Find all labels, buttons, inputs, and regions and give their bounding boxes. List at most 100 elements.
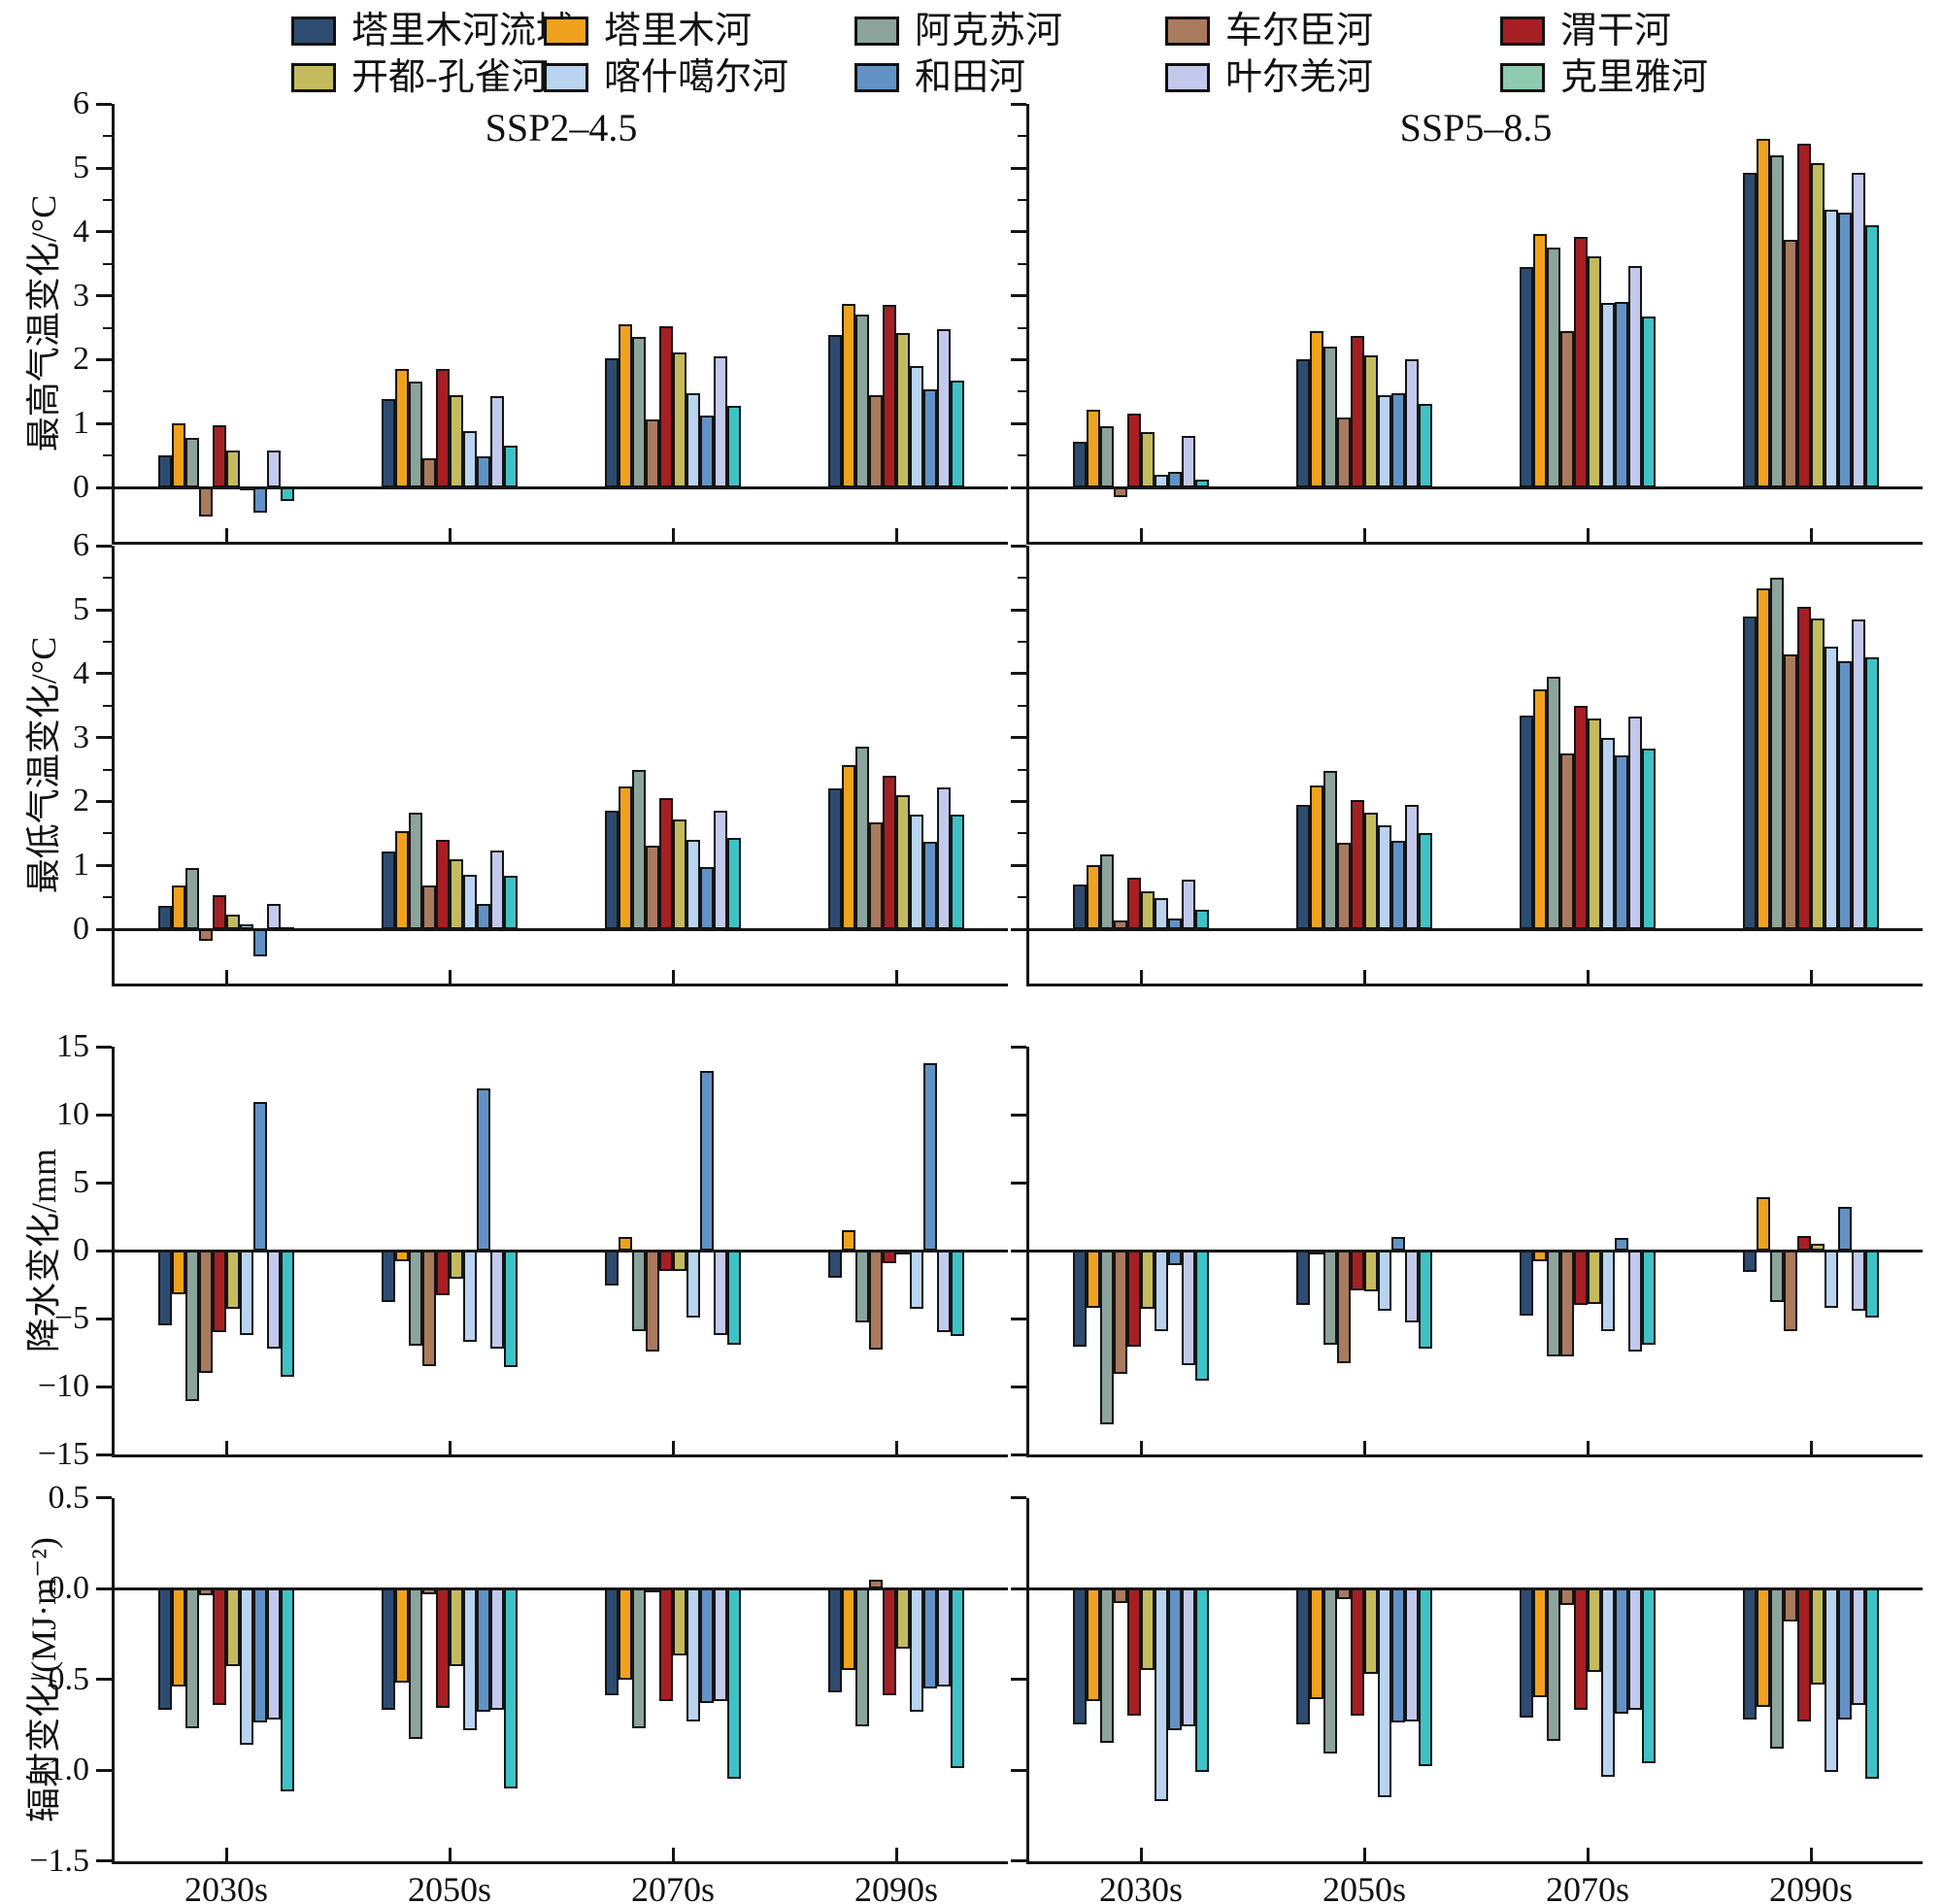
bar xyxy=(1533,233,1547,487)
x-tick xyxy=(224,1441,228,1454)
bar xyxy=(1195,910,1209,929)
bar xyxy=(727,837,741,929)
bar xyxy=(436,369,450,487)
bar xyxy=(869,1251,883,1351)
bar xyxy=(910,814,923,929)
y-tick xyxy=(96,544,112,548)
bar xyxy=(436,839,450,929)
zero-line xyxy=(115,485,1008,489)
bar xyxy=(883,776,896,929)
bar xyxy=(409,1588,422,1740)
bar xyxy=(1615,1238,1628,1251)
bar xyxy=(240,924,253,929)
y-tick xyxy=(96,1678,112,1681)
bar xyxy=(1182,1588,1195,1727)
bar xyxy=(1757,139,1770,487)
bar xyxy=(1182,436,1195,487)
x-tick xyxy=(448,970,452,984)
bar xyxy=(1560,1251,1574,1357)
y-minor-tick xyxy=(1018,326,1026,329)
bar xyxy=(632,769,646,929)
x-tick xyxy=(671,528,675,542)
bar xyxy=(1770,1251,1784,1303)
bar xyxy=(896,332,910,487)
legend-label: 喀什噶尔河 xyxy=(604,57,789,98)
bar xyxy=(1615,1588,1628,1715)
bar xyxy=(1784,1588,1797,1621)
bar xyxy=(450,394,463,487)
bar xyxy=(828,1251,842,1278)
bar xyxy=(382,851,395,929)
bar xyxy=(409,813,422,929)
bar xyxy=(1784,239,1797,487)
bar xyxy=(1784,654,1797,929)
x-tick xyxy=(224,1847,228,1861)
x-tick xyxy=(1809,528,1813,542)
bar xyxy=(1811,1588,1825,1686)
bar xyxy=(1852,1251,1865,1311)
zero-line xyxy=(1029,1587,1923,1590)
bar xyxy=(395,1588,409,1684)
bar xyxy=(1574,1251,1588,1305)
bar xyxy=(1797,1588,1811,1721)
bar xyxy=(1114,1251,1127,1375)
bar xyxy=(1547,677,1560,929)
bar xyxy=(1601,1251,1615,1331)
y-tick xyxy=(96,294,112,298)
y-minor-tick xyxy=(103,577,112,580)
bar xyxy=(450,1251,463,1280)
legend-swatch xyxy=(1165,63,1210,92)
bar xyxy=(1588,1251,1601,1304)
x-category-label: 2070s xyxy=(630,1869,716,1904)
x-axis xyxy=(112,542,1008,545)
bar xyxy=(1127,414,1141,487)
y-tick xyxy=(1011,927,1026,931)
y-minor-tick xyxy=(1018,198,1026,201)
y-tick-label: 5 xyxy=(73,591,89,627)
y-tick-label: 0.0 xyxy=(48,1570,90,1606)
bar xyxy=(1391,1588,1405,1723)
bar xyxy=(1391,393,1405,487)
y-tick xyxy=(96,736,112,740)
x-axis xyxy=(1026,542,1923,545)
bar xyxy=(490,395,504,487)
x-tick xyxy=(1586,1847,1590,1861)
bar xyxy=(504,876,518,929)
bar xyxy=(937,786,951,929)
bar xyxy=(714,356,727,487)
bar xyxy=(1323,1251,1337,1345)
bar xyxy=(1797,1235,1811,1251)
bar xyxy=(1588,1588,1601,1673)
bar xyxy=(700,1071,714,1251)
bar xyxy=(1865,1588,1879,1780)
bar xyxy=(700,1588,714,1703)
bar xyxy=(896,1251,910,1254)
y-tick xyxy=(1011,1678,1026,1681)
bar xyxy=(910,1588,923,1713)
y-tick xyxy=(96,166,112,170)
x-tick xyxy=(1586,1441,1590,1454)
x-tick xyxy=(1139,528,1143,542)
y-axis xyxy=(1026,546,1029,986)
y-minor-tick xyxy=(103,135,112,138)
y-tick xyxy=(96,799,112,803)
bar xyxy=(1114,1588,1127,1603)
bar xyxy=(253,1588,267,1723)
y-tick-label: −1.0 xyxy=(29,1752,89,1787)
bar xyxy=(1743,616,1757,929)
y-minor-tick xyxy=(1018,577,1026,580)
bar xyxy=(1825,209,1838,487)
bar xyxy=(1087,865,1100,929)
legend-item: 和田河 xyxy=(854,56,1025,99)
bar xyxy=(855,1251,869,1323)
bar xyxy=(1601,1588,1615,1778)
bar xyxy=(1296,804,1310,929)
bar xyxy=(450,858,463,929)
x-axis xyxy=(1026,1860,1923,1864)
bar xyxy=(828,335,842,487)
bar xyxy=(1838,1207,1852,1251)
bar xyxy=(1114,920,1127,929)
bar xyxy=(199,929,213,941)
y-tick xyxy=(96,1768,112,1772)
